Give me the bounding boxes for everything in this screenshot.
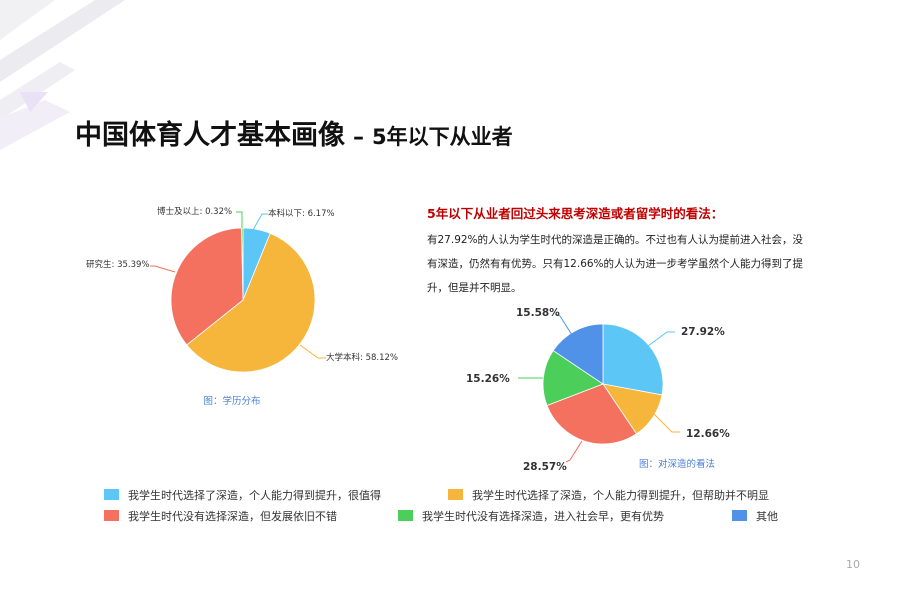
views-heading: 5年以下从业者回过头来思考深造或者留学时的看法： [427,206,724,221]
slice-label: 研究生: 35.39% [86,259,149,270]
views-body: 有27.92%的人认为学生时代的深造是正确的。不过也有人认为提前进入社会，没有深… [427,234,804,294]
page-title: 中国体育人才基本画像 –5年以下从业者 [75,113,513,152]
leader-line [555,313,573,336]
leader-line [565,440,583,463]
slice-label: 15.26% [466,373,510,385]
page-number: 10 [846,558,860,571]
leader-line [299,344,326,359]
leader-line [651,411,680,433]
legend-swatch [398,510,413,521]
legend-swatch [104,489,119,500]
legend-swatch [104,510,119,521]
slice-label: 大学本科: 58.12% [326,352,398,363]
leader-line [647,331,675,347]
slice-label: 12.66% [686,428,730,440]
legend-label: 我学生时代没有选择深造，但发展依旧不错 [128,510,337,523]
pie-slice [546,383,638,445]
pie-slice [552,323,604,385]
slice-label: 博士及以上: 0.32% [157,206,232,217]
legend-label: 我学生时代没有选择深造，进入社会早，更有优势 [422,510,664,523]
legend-swatch [732,510,747,521]
pie-slice [241,227,244,301]
leader-line [252,213,268,231]
slice-label: 28.57% [523,461,567,473]
legend-label: 我学生时代选择了深造，个人能力得到提升，很值得 [128,489,381,502]
legend-item: 我学生时代没有选择深造，但发展依旧不错 [104,508,337,524]
chart-caption: 图：对深造的看法 [639,458,715,470]
corner-decoration [0,0,125,150]
pie-slice [170,227,244,346]
legend-item: 我学生时代选择了深造，个人能力得到提升，但帮助并不明显 [448,487,769,503]
legend-item: 其他 [732,508,778,524]
chart-caption: 图：学历分布 [203,395,260,407]
title-dash: – [353,125,364,150]
leader-line [150,265,176,273]
slice-label: 15.58% [516,307,560,319]
leader-line [236,211,243,228]
legend-swatch [448,489,463,500]
page-subtitle: 5年以下从业者 [372,125,513,149]
pie-slice [542,349,604,407]
legend-item: 我学生时代选择了深造，个人能力得到提升，很值得 [104,487,381,503]
page-title-main: 中国体育人才基本画像 [75,120,345,151]
pie-slice [186,232,316,373]
pie-slice [602,323,664,396]
legend-item: 我学生时代没有选择深造，进入社会早，更有优势 [398,508,664,524]
slice-label: 本科以下: 6.17% [268,208,335,219]
slice-label: 27.92% [681,326,725,338]
legend-label: 我学生时代选择了深造，个人能力得到提升，但帮助并不明显 [472,489,769,502]
legend-label: 其他 [756,510,778,523]
